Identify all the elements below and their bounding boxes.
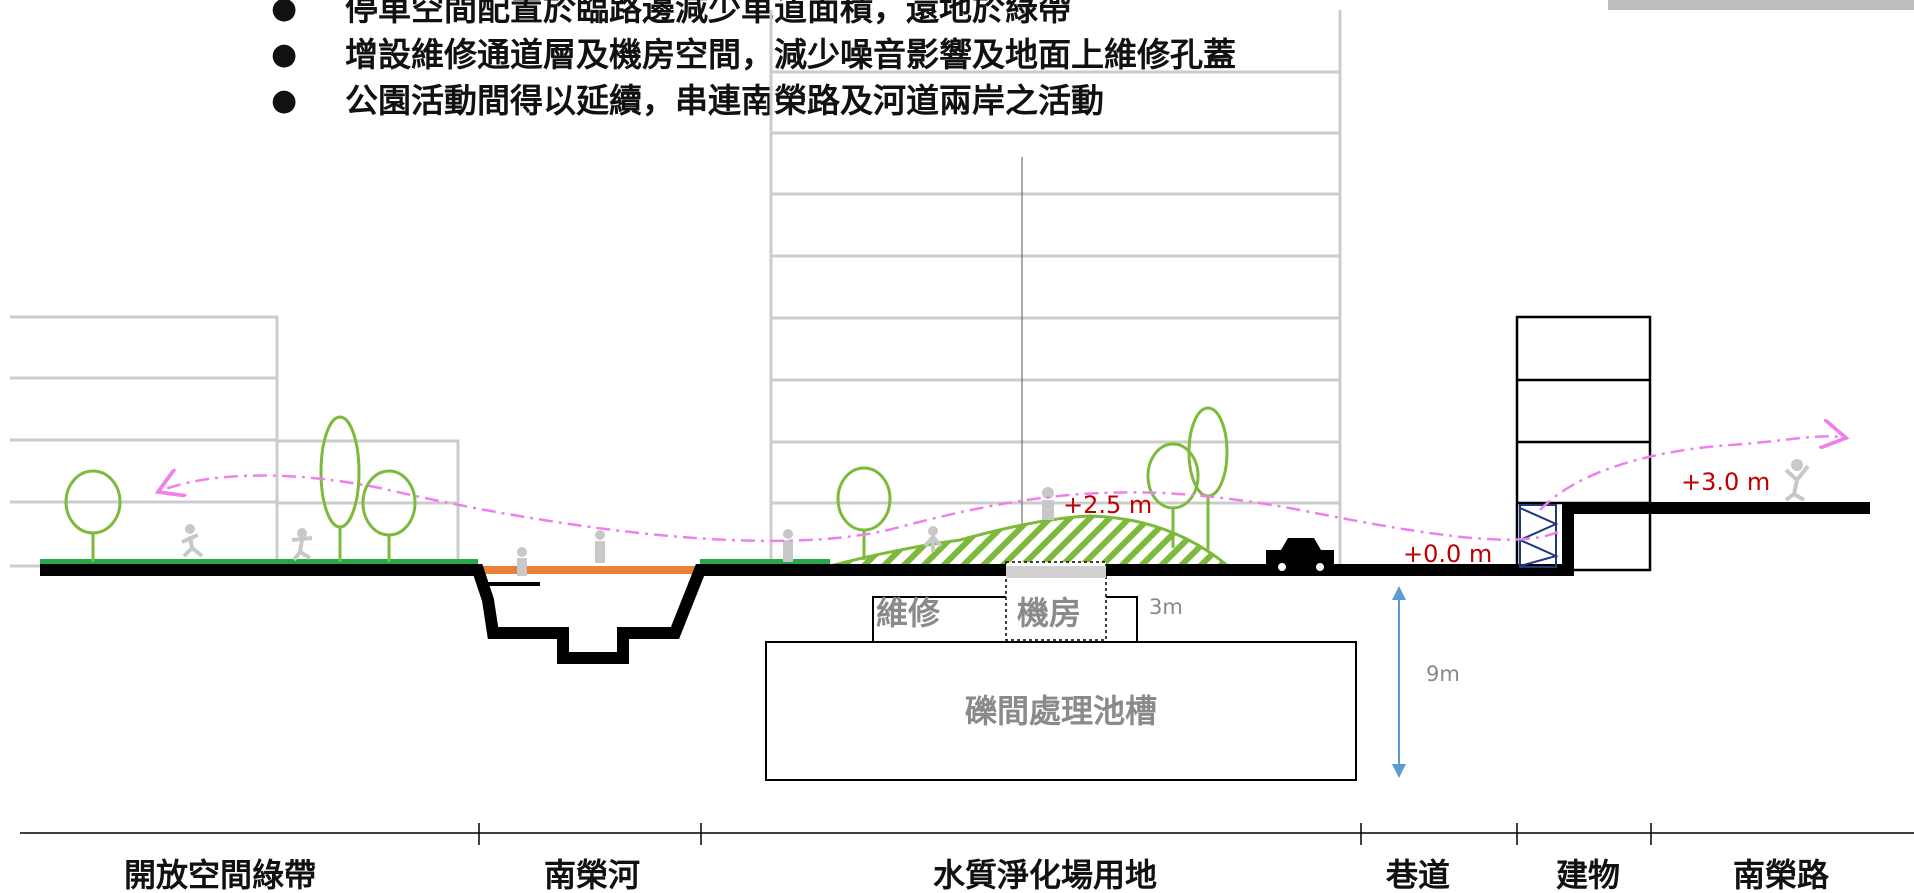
- tree-icon: [319, 415, 361, 562]
- thumbnail-image: [1608, 0, 1914, 10]
- elevation-alley-label: +0.0 m: [1403, 540, 1492, 568]
- tree-icon: [1187, 406, 1229, 550]
- zone-label-green-belt: 開放空間綠帶: [124, 856, 316, 893]
- person-jumping-icon: [1784, 459, 1810, 502]
- bullet-item: ● 停車空間配置於臨路邊減少車道面積，還地於綠帶: [271, 0, 1236, 32]
- stair-icon: [1517, 504, 1559, 568]
- zone-label-river: 南榮河: [544, 856, 640, 893]
- zone-label-treatment-site: 水質淨化場用地: [933, 856, 1157, 893]
- activity-path-left: [158, 476, 1559, 543]
- depth-dimension: [1392, 586, 1406, 778]
- car-icon: [1266, 538, 1334, 573]
- bullet-text: 公園活動間得以延續，串連南榮路及河道兩岸之活動: [345, 81, 1104, 120]
- zone-axis: [20, 823, 1914, 845]
- machine-room-label: 機房: [1017, 594, 1081, 632]
- elevation-park-label: +2.5 m: [1063, 491, 1152, 519]
- tree-icon: [361, 469, 417, 562]
- tank-label: 礫間處理池槽: [965, 692, 1157, 730]
- tree-icon: [1146, 442, 1200, 548]
- person-standing-icon: [595, 530, 605, 563]
- bullet-text: 停車空間配置於臨路邊減少車道面積，還地於綠帶: [345, 0, 1071, 28]
- person-dancing-icon: [291, 528, 313, 562]
- park-mound: [829, 514, 1233, 568]
- person-standing-icon: [517, 547, 527, 576]
- person-dancing-icon: [181, 524, 204, 558]
- zone-label-alley: 巷道: [1385, 856, 1450, 893]
- tree-icon: [64, 469, 122, 562]
- bullet-text: 增設維修通道層及機房空間，減少噪音影響及地面上維修孔蓋: [345, 35, 1236, 74]
- machine-room-hatch: [1006, 566, 1106, 578]
- bullet-item: ● 增設維修通道層及機房空間，減少噪音影響及地面上維修孔蓋: [271, 32, 1236, 78]
- treatment-tank: [765, 641, 1357, 781]
- maintenance-label: 維修: [876, 594, 941, 632]
- bullet-dot-icon: ●: [271, 0, 298, 26]
- layer-height-label: 3m: [1149, 595, 1183, 619]
- bullet-dot-icon: ●: [271, 83, 298, 118]
- person-walking-icon: [923, 526, 943, 552]
- bullet-item: ● 公園活動間得以延續，串連南榮路及河道兩岸之活動: [271, 78, 1236, 124]
- building-section: [1515, 315, 1652, 572]
- depth-label: 9m: [1426, 662, 1460, 686]
- zone-label-building: 建物: [1556, 856, 1620, 893]
- elevation-road-label: +3.0 m: [1681, 468, 1770, 496]
- activity-path-right: [1539, 436, 1846, 511]
- tree-icon: [836, 466, 892, 560]
- zone-label-road: 南榮路: [1733, 856, 1830, 893]
- ghost-buildings: [10, 10, 1342, 568]
- person-standing-icon: [783, 529, 793, 562]
- bullet-dot-icon: ●: [271, 37, 298, 72]
- design-bullet-list: ● 停車空間配置於臨路邊減少車道面積，還地於綠帶 ● 增設維修通道層及機房空間，減少…: [271, 0, 1236, 124]
- person-standing-icon: [1042, 487, 1054, 520]
